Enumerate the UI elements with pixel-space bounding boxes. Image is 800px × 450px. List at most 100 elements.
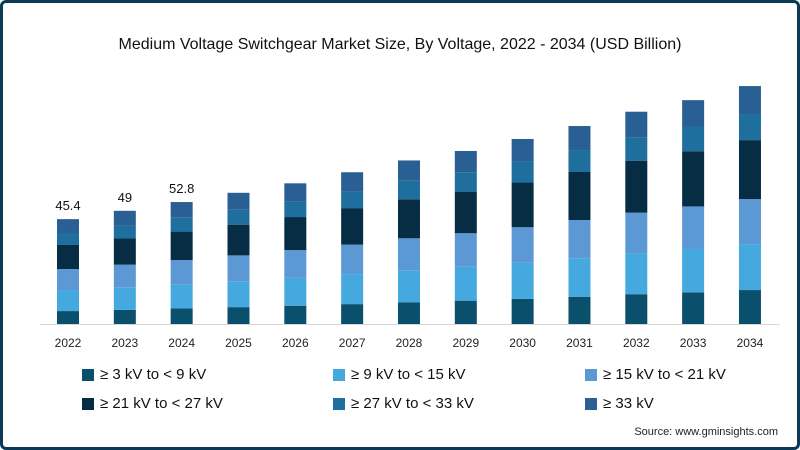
bar-segment	[397, 160, 420, 181]
legend-label: ≥ 33 kV	[603, 395, 654, 412]
bar-segment	[511, 182, 534, 228]
bar-segment	[170, 231, 193, 261]
bar-segment	[341, 244, 364, 275]
bar-segment	[170, 260, 193, 285]
bar-segment	[454, 172, 477, 192]
bar-segment	[284, 305, 307, 324]
bar-segment	[284, 201, 307, 218]
bar-segment	[511, 161, 534, 183]
bar-segment	[625, 212, 648, 254]
legend-label: ≥ 3 kV to < 9 kV	[100, 366, 207, 383]
bar-segment	[454, 150, 477, 173]
data-label: 49	[118, 190, 132, 205]
bar-segment	[57, 311, 79, 324]
bar-segment	[625, 111, 648, 138]
bar-segment	[511, 138, 534, 162]
x-tick-label: 2034	[737, 336, 764, 350]
bar-segment	[170, 284, 193, 309]
legend-swatch	[82, 368, 94, 381]
bar-segment	[341, 208, 364, 245]
x-tick-label: 2024	[168, 336, 195, 350]
bar-segment	[511, 227, 534, 263]
bar-segment	[682, 248, 705, 293]
bar-segment	[227, 209, 250, 225]
bar-segment	[738, 140, 761, 200]
bar-segment	[454, 300, 477, 324]
bar-segment	[397, 180, 420, 200]
bar-segment	[454, 191, 477, 234]
x-tick-label: 2030	[509, 336, 536, 350]
bar-segment	[454, 233, 477, 267]
x-tick-label: 2025	[225, 336, 252, 350]
bar-segment	[227, 255, 250, 282]
legend-item: ≥ 3 kV to < 9 kV	[82, 366, 206, 383]
bar-segment	[568, 126, 591, 151]
bar-segment	[682, 151, 705, 207]
bar-segment	[738, 199, 761, 245]
x-tick-label: 2023	[111, 336, 138, 350]
bar-segment	[57, 219, 79, 233]
bar-segment	[284, 277, 307, 306]
x-tick-label: 2026	[282, 336, 309, 350]
bar-segment	[625, 253, 648, 295]
bar-segment	[738, 86, 761, 115]
bar-segment	[397, 199, 420, 239]
bar-segment	[738, 290, 761, 324]
bar-segment	[568, 296, 591, 324]
legend-label: ≥ 21 kV to < 27 kV	[100, 395, 223, 412]
bar-segment	[682, 100, 705, 127]
bar-segment	[738, 244, 761, 291]
bar-segment	[113, 225, 136, 239]
bar-segment	[57, 232, 79, 245]
bar-segment	[625, 160, 648, 213]
bar-segment	[284, 217, 307, 251]
bar-segment	[57, 290, 79, 312]
bar-segment	[511, 298, 534, 324]
data-label: 52.8	[169, 181, 194, 196]
legend-label: ≥ 15 kV to < 21 kV	[603, 366, 726, 383]
bar-segment	[568, 220, 591, 259]
bar-segment	[284, 183, 307, 202]
legend-item: ≥ 9 kV to < 15 kV	[333, 366, 466, 383]
bar-segment	[625, 137, 648, 161]
x-tick-label: 2033	[680, 336, 707, 350]
bar-segment	[170, 202, 193, 218]
source-note: Source: www.gminsights.com	[634, 426, 778, 438]
x-tick-label: 2029	[452, 336, 479, 350]
legend-swatch	[585, 397, 597, 410]
legend-label: ≥ 27 kV to < 33 kV	[351, 395, 474, 412]
data-label: 45.4	[55, 198, 80, 213]
bar-segment	[227, 281, 250, 308]
x-tick-label: 2032	[623, 336, 650, 350]
x-tick-label: 2022	[55, 336, 82, 350]
bar-segment	[227, 224, 250, 256]
legend-swatch	[333, 368, 345, 381]
bar-segment	[397, 302, 420, 324]
legend-swatch	[333, 397, 345, 410]
bar-segment	[625, 294, 648, 324]
bar-segment	[113, 287, 136, 310]
legend-item: ≥ 15 kV to < 21 kV	[585, 366, 726, 383]
bar-segment	[227, 307, 250, 324]
bar-segment	[454, 266, 477, 301]
bar-segment	[57, 269, 79, 291]
legend-swatch	[82, 397, 94, 410]
bar-segment	[227, 192, 250, 210]
legend-item: ≥ 21 kV to < 27 kV	[82, 395, 223, 412]
bar-segment	[284, 250, 307, 278]
bar-segment	[341, 274, 364, 305]
bar-segment	[170, 217, 193, 232]
bar-segment	[568, 150, 591, 173]
bar-segment	[113, 264, 136, 288]
x-tick-label: 2028	[396, 336, 423, 350]
bar-segment	[113, 238, 136, 265]
bar-segment	[682, 126, 705, 152]
bar-segment	[113, 309, 136, 324]
bar-segment	[341, 172, 364, 192]
bar-segment	[341, 304, 364, 324]
bar-segment	[113, 210, 136, 226]
x-tick-label: 2027	[339, 336, 366, 350]
x-tick-label: 2031	[566, 336, 593, 350]
legend-item: ≥ 27 kV to < 33 kV	[333, 395, 474, 412]
